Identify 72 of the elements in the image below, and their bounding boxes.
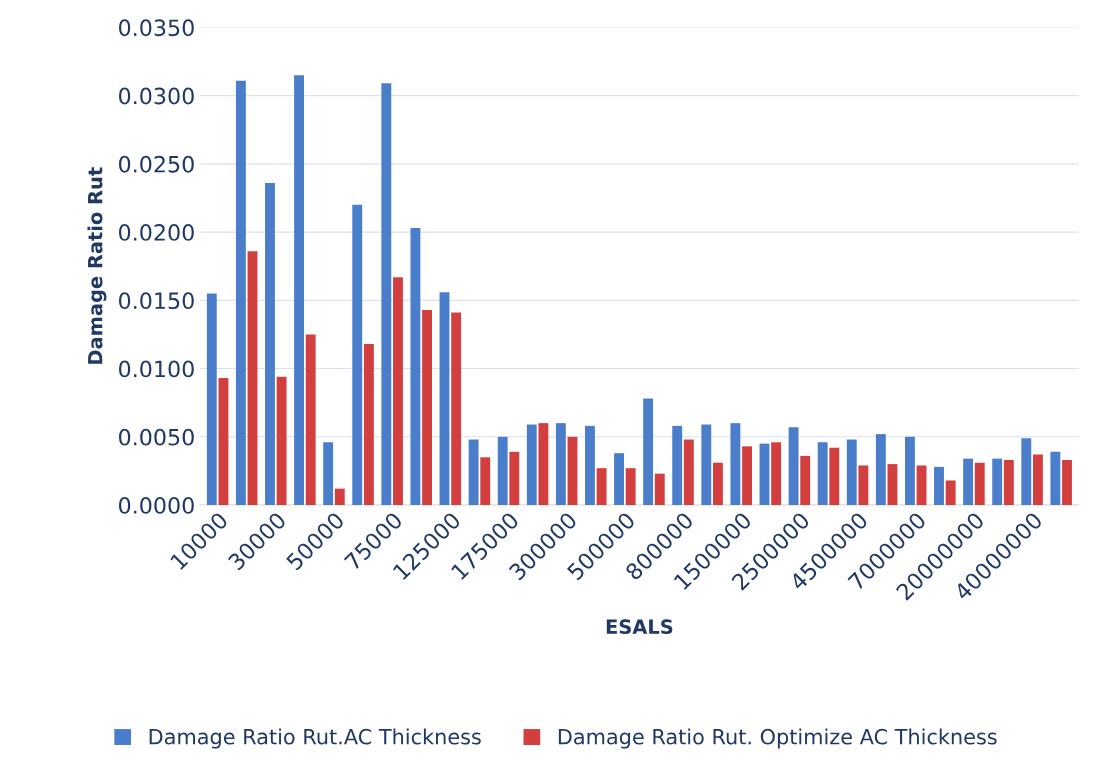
bar [800, 455, 811, 506]
bar [509, 451, 520, 506]
bar [1021, 438, 1032, 506]
y-tick-label: 0.0300 [119, 87, 194, 105]
bar [625, 468, 636, 506]
legend-label: Damage Ratio Rut. Optimize AC Thickness [558, 728, 997, 749]
y-tick-label: 0.0200 [119, 224, 194, 241]
y-axis-title: Damage Ratio Rut [87, 167, 107, 364]
bar [526, 424, 537, 506]
bar [759, 443, 770, 506]
bar [643, 398, 654, 506]
bar [352, 204, 363, 506]
bar [393, 277, 403, 506]
bar [672, 425, 683, 506]
bar [294, 75, 305, 506]
bar [206, 293, 217, 506]
bar [422, 309, 432, 506]
y-tick-label: 0.0100 [119, 360, 194, 378]
y-tick-label: 0.0250 [119, 155, 194, 173]
bar [712, 462, 723, 506]
bar [730, 423, 741, 506]
bar [585, 425, 595, 506]
bar [916, 465, 927, 506]
bar [567, 436, 578, 506]
bar [451, 312, 462, 506]
bar [235, 80, 246, 506]
bar [1032, 454, 1043, 506]
bar [363, 344, 374, 506]
y-tick-label: 0.0050 [119, 428, 194, 446]
bar [1050, 451, 1061, 506]
bar [555, 423, 566, 506]
bar [276, 376, 287, 506]
legend-label: Damage Ratio Rut.AC Thickness [149, 728, 481, 749]
bar [963, 458, 974, 506]
x-axis-title: ESALS [606, 619, 673, 635]
bar [934, 466, 944, 506]
bar [596, 468, 607, 506]
bar [218, 378, 229, 506]
bar [817, 442, 828, 506]
bar [323, 442, 334, 506]
bar [875, 434, 886, 506]
bar [974, 462, 985, 506]
bar [410, 228, 421, 506]
bar [683, 439, 694, 506]
y-tick-label: 0.0000 [119, 496, 194, 514]
bar [887, 464, 898, 506]
bar [439, 292, 450, 506]
bar [846, 439, 857, 506]
bar [614, 453, 624, 506]
bar [1003, 460, 1014, 506]
bar [305, 334, 316, 506]
bar [829, 447, 840, 506]
bar [788, 427, 799, 506]
bar [538, 423, 549, 506]
y-tick-label: 0.0150 [119, 292, 194, 310]
bar [1062, 460, 1072, 506]
bar [265, 182, 275, 506]
bar [904, 436, 915, 506]
bar [654, 473, 665, 506]
bar [480, 457, 491, 506]
bar [742, 446, 752, 506]
bar [771, 442, 782, 506]
bar [247, 251, 258, 506]
bar [497, 436, 508, 506]
y-tick-label: 0.0350 [119, 19, 194, 37]
bar [858, 465, 869, 506]
bar [701, 424, 712, 506]
bar [334, 488, 345, 506]
bar [992, 458, 1003, 506]
bar [945, 480, 956, 506]
bar [468, 439, 479, 506]
bar [381, 83, 392, 506]
